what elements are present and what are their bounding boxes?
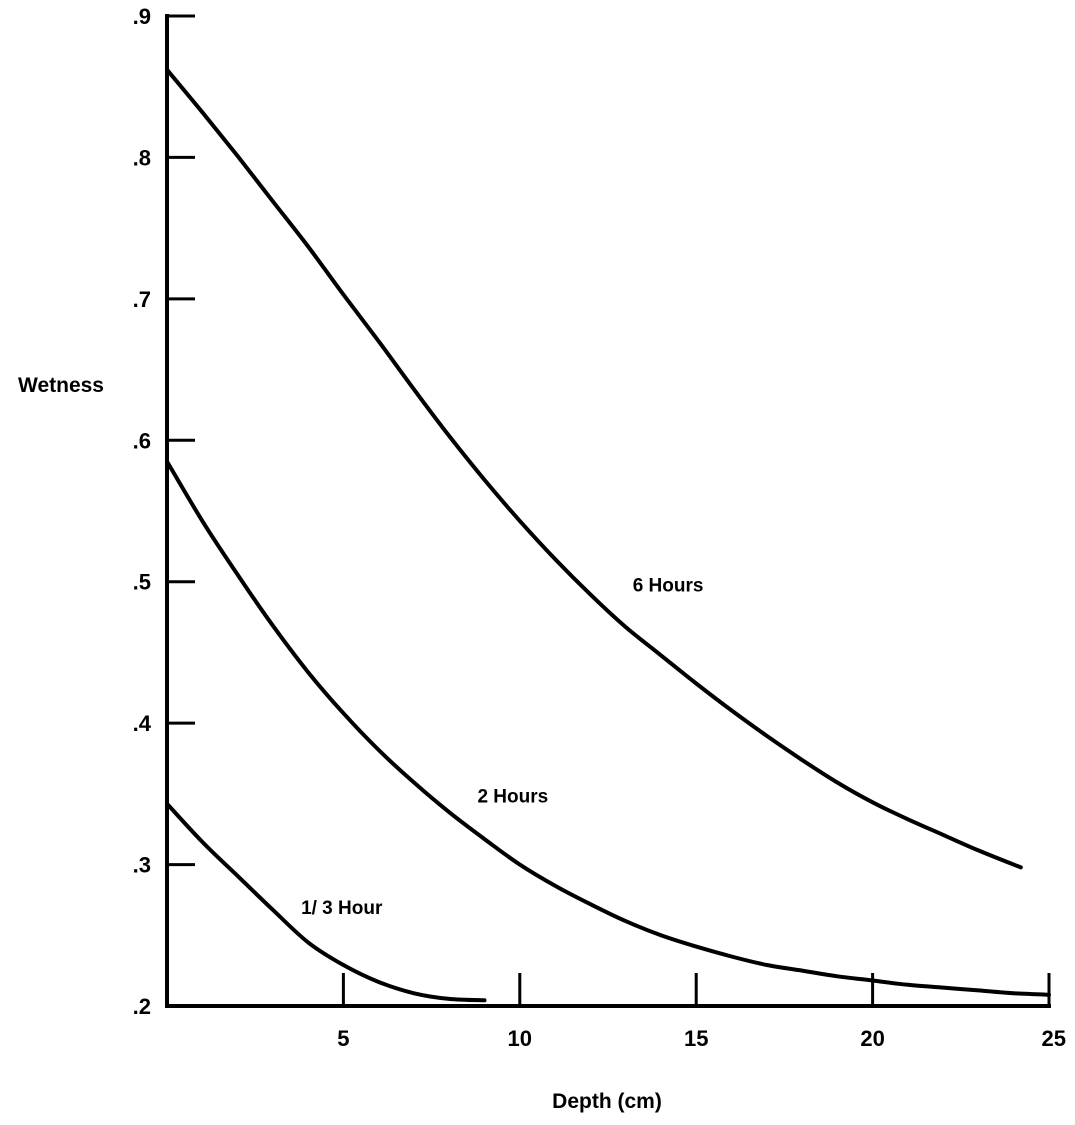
x-tick-label: 20	[860, 1026, 884, 1051]
series-label: 1/ 3 Hour	[301, 898, 383, 919]
y-axis-title: Wetness	[18, 374, 104, 397]
x-tick-label: 15	[684, 1026, 708, 1051]
series-line-0	[165, 67, 1023, 870]
series-line-1	[165, 459, 1051, 997]
series-lines	[165, 67, 1051, 1003]
series-label: 2 Hours	[477, 786, 548, 807]
y-tick-label: .8	[133, 145, 151, 170]
y-axis-ticks: .2 .3 .4 .5 .6 .7 .8 .9	[133, 4, 195, 1019]
y-tick-label: .7	[133, 287, 151, 312]
x-axis-title: Depth (cm)	[552, 1090, 662, 1113]
x-tick-label: 5	[337, 1026, 349, 1051]
y-tick-label: .4	[133, 711, 152, 736]
series-line-2	[165, 801, 487, 1003]
series-labels: 6 Hours 2 Hours 1/ 3 Hour	[301, 576, 703, 919]
x-tick-label: 25	[1042, 1026, 1066, 1051]
x-axis-ticks: 5 10 15 20 25	[337, 973, 1066, 1051]
y-tick-label: .2	[133, 994, 151, 1019]
series-label: 6 Hours	[633, 576, 704, 597]
y-tick-label: .9	[133, 4, 151, 29]
y-tick-label: .6	[133, 428, 151, 453]
y-tick-label: .5	[133, 570, 151, 595]
axes	[165, 14, 1051, 1008]
y-tick-label: .3	[133, 853, 151, 878]
x-tick-label: 10	[508, 1026, 532, 1051]
